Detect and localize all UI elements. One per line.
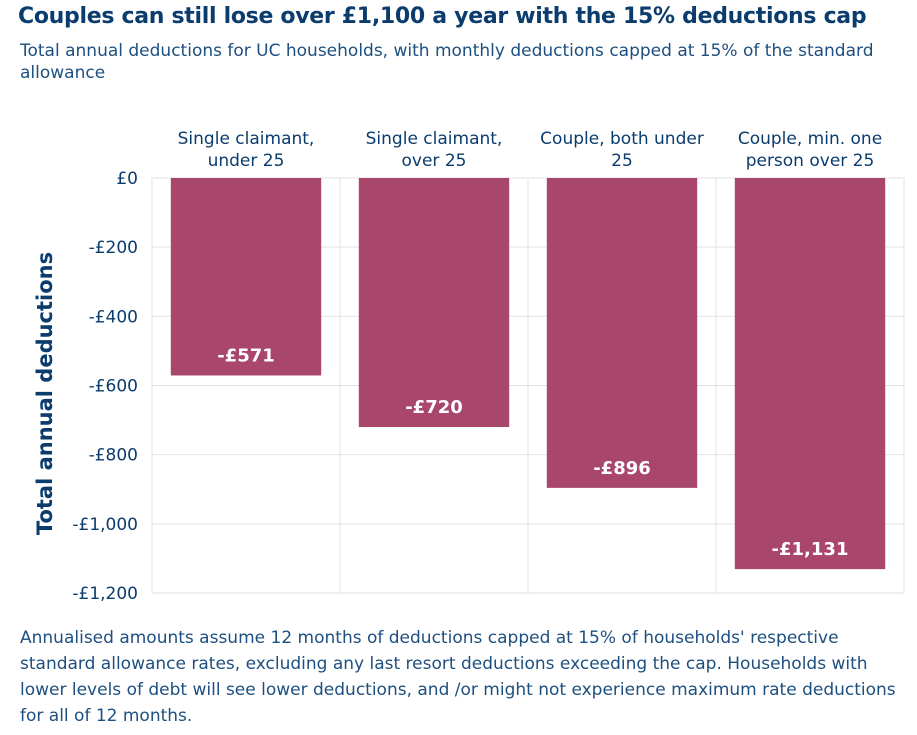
bar bbox=[170, 178, 322, 376]
x-category-label: Single claimant, under 25 bbox=[178, 129, 315, 171]
bar-chart: £0 -£200 -£400 -£600 -£800 -£1,000 -£1,200 Sin… bbox=[33, 129, 905, 604]
bar-labels: -£571 -£720 -£896 -£1,131 bbox=[217, 345, 848, 560]
chart-title: Couples can still lose over £1,100 a yea… bbox=[18, 4, 867, 29]
bar-data-label: -£1,131 bbox=[772, 539, 849, 560]
x-category-label: Couple, both under 25 bbox=[540, 129, 704, 171]
y-tick-label: -£600 bbox=[89, 377, 138, 397]
chart-subtitle: Total annual deductions for UC household… bbox=[20, 41, 874, 83]
y-axis-title: Total annual deductions bbox=[33, 252, 57, 535]
y-tick-label: -£1,000 bbox=[72, 515, 138, 535]
y-tick-label: £0 bbox=[116, 169, 138, 189]
footnote: Annualised amounts assume 12 months of d… bbox=[20, 628, 896, 726]
bar-data-label: -£896 bbox=[593, 458, 651, 479]
y-tick-label: -£1,200 bbox=[72, 584, 138, 604]
y-tick-label: -£800 bbox=[89, 446, 138, 466]
x-axis: Single claimant, under 25 Single claimant,… bbox=[178, 129, 883, 171]
bar bbox=[546, 178, 698, 488]
x-category-label: Couple, min. one person over 25 bbox=[738, 129, 882, 171]
bar-data-label: -£720 bbox=[405, 397, 463, 418]
bar bbox=[358, 178, 510, 427]
x-category-label: Single claimant, over 25 bbox=[366, 129, 503, 171]
bar bbox=[734, 178, 886, 570]
y-tick-label: -£200 bbox=[89, 238, 138, 258]
y-axis: £0 -£200 -£400 -£600 -£800 -£1,000 -£1,200 bbox=[72, 169, 138, 604]
bar-data-label: -£571 bbox=[217, 345, 275, 366]
bars bbox=[170, 178, 886, 570]
y-tick-label: -£400 bbox=[89, 307, 138, 327]
